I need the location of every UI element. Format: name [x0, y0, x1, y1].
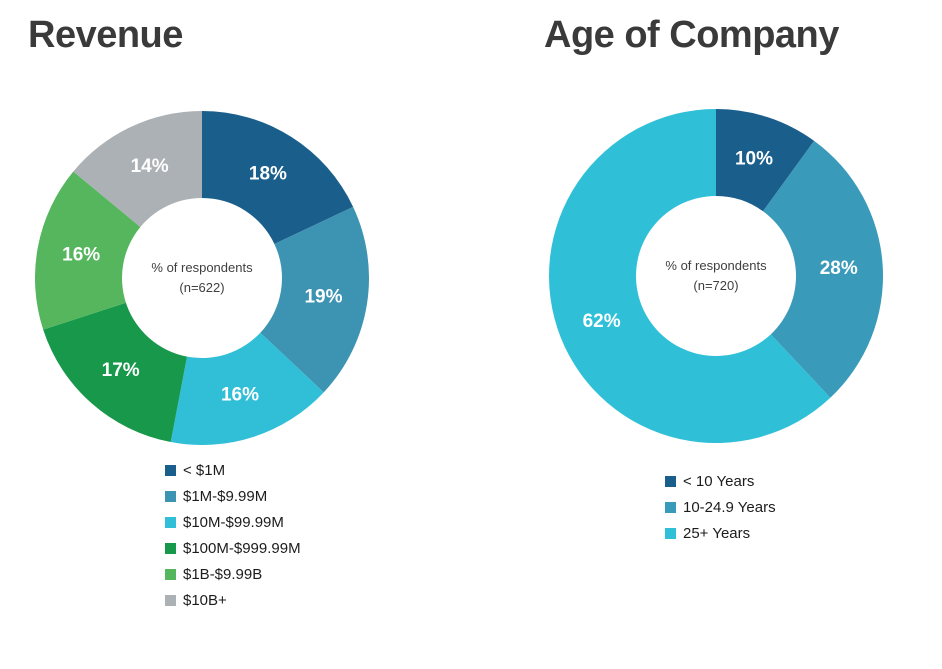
slice-percent-label: 62% — [583, 311, 621, 332]
legend-swatch — [165, 595, 176, 606]
revenue-legend: < $1M $1M-$9.99M $10M-$99.99M $100M-$999.99… — [165, 462, 301, 619]
donut-slice-62pct — [549, 109, 831, 443]
legend-item: $10M-$99.99M — [165, 514, 301, 531]
slice-percent-label: 10% — [735, 149, 773, 170]
chart-title-revenue: Revenue — [28, 14, 183, 56]
legend-item: 25+ Years — [665, 525, 776, 542]
chart-title-age-of-company: Age of Company — [544, 14, 839, 56]
legend-label: < 10 Years — [683, 473, 755, 490]
legend-label: 25+ Years — [683, 525, 751, 542]
slice-percent-label: 16% — [62, 244, 100, 265]
legend-item: $100M-$999.99M — [165, 540, 301, 557]
slice-percent-label: 19% — [304, 287, 342, 308]
legend-item: 10-24.9 Years — [665, 499, 776, 516]
slice-percent-label: 28% — [820, 258, 858, 279]
legend-swatch — [165, 465, 176, 476]
legend-label: $10M-$99.99M — [183, 514, 284, 531]
donut-slice-18pct — [202, 111, 354, 244]
legend-swatch — [165, 543, 176, 554]
legend-label: $1M-$9.99M — [183, 488, 268, 505]
donut-slice-14pct — [73, 111, 202, 228]
age-of-company-legend: < 10 Years 10-24.9 Years 25+ Years — [665, 473, 776, 552]
legend-swatch — [665, 502, 676, 513]
slice-percent-label: 18% — [249, 164, 287, 185]
legend-item: < $1M — [165, 462, 301, 479]
age-of-company-donut-chart: 10% 28% 62% — [549, 109, 883, 443]
legend-label: < $1M — [183, 462, 226, 479]
slice-percent-label: 17% — [102, 360, 140, 381]
legend-item: $1M-$9.99M — [165, 488, 301, 505]
legend-swatch — [165, 517, 176, 528]
legend-swatch — [165, 569, 176, 580]
revenue-donut-chart: 18% 19% 16% 17% 16% 14% — [35, 111, 369, 445]
legend-item: $10B+ — [165, 592, 301, 609]
legend-label: $1B-$9.99B — [183, 566, 263, 583]
legend-item: < 10 Years — [665, 473, 776, 490]
legend-swatch — [665, 528, 676, 539]
slice-percent-label: 14% — [131, 156, 169, 177]
legend-label: $100M-$999.99M — [183, 540, 301, 557]
legend-label: 10-24.9 Years — [683, 499, 776, 516]
legend-swatch — [165, 491, 176, 502]
donut-slice-28pct — [763, 140, 883, 398]
slice-percent-label: 16% — [221, 384, 259, 405]
donut-slice-16pct — [35, 171, 141, 330]
legend-label: $10B+ — [183, 592, 227, 609]
donut-slice-19pct — [260, 206, 369, 393]
legend-item: $1B-$9.99B — [165, 566, 301, 583]
donut-slice-16pct — [170, 332, 324, 445]
donut-slice-10pct — [716, 109, 815, 212]
donut-slice-17pct — [43, 302, 188, 443]
legend-swatch — [665, 476, 676, 487]
